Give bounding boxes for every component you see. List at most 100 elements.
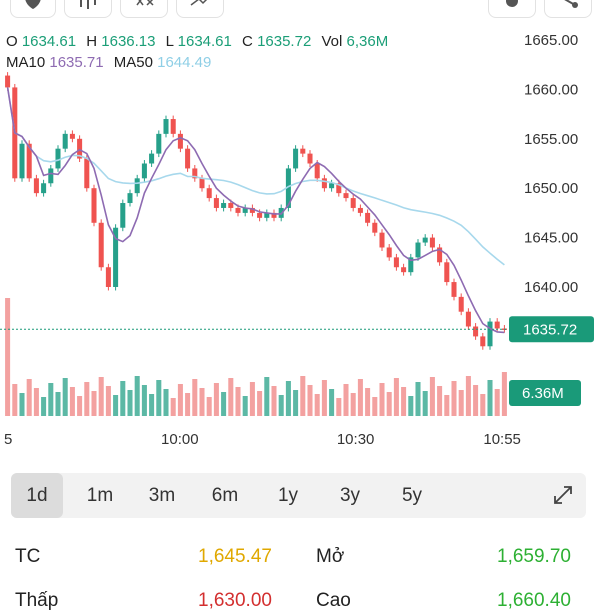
ma10-value: 1635.71 xyxy=(49,54,104,71)
volume-bar xyxy=(120,381,126,416)
candle-body xyxy=(429,237,435,248)
low-price-label: Thấp xyxy=(15,590,59,611)
ma50-label: MA50 xyxy=(113,54,153,71)
candle-body xyxy=(77,138,83,159)
close-label: C xyxy=(242,33,253,50)
volume-bar xyxy=(314,394,320,416)
candle-body xyxy=(84,158,90,189)
candle-body xyxy=(221,203,227,208)
volume-bar xyxy=(278,395,284,416)
timeframe-selector: 1d 1m 3m 6m 1y 3y 5y xyxy=(11,473,586,518)
volume-bar xyxy=(422,391,428,416)
candle-body xyxy=(185,148,191,169)
candle-body xyxy=(105,267,111,287)
tab-6m[interactable]: 6m xyxy=(211,485,239,506)
price-chart[interactable]: 1665.00 1660.00 1655.00 1650.00 1645.00 1640.… xyxy=(0,0,600,460)
candle-body xyxy=(300,148,306,154)
chart-toolbar xyxy=(0,0,600,22)
volume-bar xyxy=(199,388,205,416)
candle-body xyxy=(127,193,133,204)
candle-body xyxy=(329,183,335,189)
candle-body xyxy=(5,75,11,88)
indicator-button[interactable] xyxy=(64,0,112,18)
volume-bar xyxy=(41,397,47,416)
last-price-tag-label: 1635.72 xyxy=(523,321,577,338)
volume-bar xyxy=(365,388,371,416)
volume-bar xyxy=(415,382,421,416)
volume-bar xyxy=(156,380,162,416)
ma-legend: MA10 1635.71 MA50 1644.49 xyxy=(6,54,211,71)
ohlc-legend: O 1634.61 H 1636.13 L 1634.61 C 1635.72 … xyxy=(6,33,388,50)
candle-body xyxy=(91,188,97,223)
candle-body xyxy=(120,203,126,228)
volume-series xyxy=(5,298,507,416)
expand-icon[interactable] xyxy=(552,484,574,506)
candle-body xyxy=(228,203,234,208)
share-icon xyxy=(563,0,578,9)
tab-1y[interactable]: 1y xyxy=(277,485,299,506)
candle-body xyxy=(487,321,493,347)
volume-label: Vol xyxy=(321,33,343,50)
x-tick-label: 10:00 xyxy=(161,431,199,448)
volume-bar xyxy=(357,379,363,416)
volume-bar xyxy=(372,397,378,416)
drawing-button[interactable] xyxy=(176,0,224,18)
y-tick-label: 1660.00 xyxy=(524,81,578,98)
volume-bar xyxy=(300,376,306,416)
candle-body xyxy=(62,133,68,149)
open-price-label: Mở xyxy=(316,546,345,567)
candle-body xyxy=(257,212,263,218)
candle-body xyxy=(156,133,162,154)
volume-bar xyxy=(444,395,450,416)
volume-bar xyxy=(213,383,219,416)
candle-body xyxy=(494,321,500,329)
candle-body xyxy=(307,153,313,164)
volume-bar xyxy=(257,391,263,416)
volume-bar xyxy=(242,396,248,416)
volume-bar xyxy=(26,379,32,416)
share-button[interactable] xyxy=(544,0,592,18)
tab-1m[interactable]: 1m xyxy=(86,485,114,506)
fx-button[interactable] xyxy=(120,0,168,18)
volume-bar xyxy=(177,384,183,416)
candle-body xyxy=(235,207,241,213)
volume-bar xyxy=(429,377,435,416)
candle-body xyxy=(350,198,356,208)
volume-tag-label: 6.36M xyxy=(522,385,564,402)
tab-1d[interactable]: 1d xyxy=(11,473,63,518)
volume-bar xyxy=(401,387,407,416)
volume-bar xyxy=(480,394,486,416)
tab-3m[interactable]: 3m xyxy=(148,485,176,506)
volume-bar xyxy=(192,379,198,416)
candle-body xyxy=(264,212,270,218)
candle-body xyxy=(213,198,219,208)
volume-bar xyxy=(206,397,212,416)
candle-body xyxy=(26,143,32,179)
candle-body xyxy=(422,237,428,243)
candle-body xyxy=(451,282,457,297)
candle-body xyxy=(69,133,75,139)
volume-bar xyxy=(451,381,457,416)
candle-body xyxy=(379,232,385,248)
volume-bar xyxy=(321,380,327,416)
y-tick-label: 1665.00 xyxy=(524,32,578,49)
volume-bar xyxy=(91,391,97,416)
volume-bar xyxy=(98,377,104,416)
tc-value: 1,645.47 xyxy=(198,546,272,567)
y-axis: 1665.00 1660.00 1655.00 1650.00 1645.00 1640.… xyxy=(509,32,594,406)
candle-body xyxy=(365,212,371,223)
volume-bar xyxy=(501,372,507,416)
volume-bar xyxy=(235,387,241,416)
volume-bar xyxy=(271,386,277,416)
x-tick-label: 10:30 xyxy=(337,431,375,448)
volume-bar xyxy=(33,388,39,416)
volume-bar xyxy=(19,393,25,416)
candle-body xyxy=(177,133,183,149)
settings-button[interactable] xyxy=(488,0,536,18)
volume-value: 6,36M xyxy=(346,33,389,50)
tab-3y[interactable]: 3y xyxy=(339,485,361,506)
candle-body xyxy=(480,336,486,347)
tab-5y[interactable]: 5y xyxy=(401,485,423,506)
heart-button[interactable] xyxy=(10,0,56,18)
volume-bar xyxy=(77,396,83,416)
